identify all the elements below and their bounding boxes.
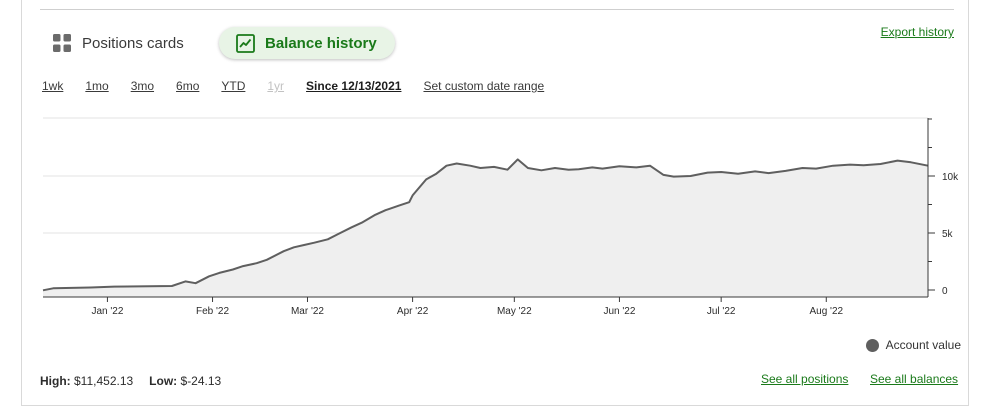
y-axis-ticks: 0 5k 10k <box>928 118 959 297</box>
top-divider <box>40 9 954 10</box>
range-1yr: 1yr <box>267 79 285 93</box>
x-axis-ticks: Jan '22 Feb '22 Mar '22 Apr '22 May '22 Jun '… <box>91 297 844 317</box>
x-tick-label: Jul '22 <box>707 306 736 317</box>
x-tick-label: Apr '22 <box>397 306 429 317</box>
range-1mo[interactable]: 1mo <box>85 79 109 93</box>
low-stat: Low: $-24.13 <box>149 374 222 388</box>
x-tick-label: May '22 <box>497 306 532 317</box>
grid-icon <box>53 34 71 52</box>
y-tick-label: 10k <box>942 172 959 183</box>
range-3mo[interactable]: 3mo <box>130 79 155 93</box>
custom-date-range-link[interactable]: Set custom date range <box>423 79 545 93</box>
tab-positions-cards[interactable]: Positions cards <box>52 28 184 58</box>
range-1wk[interactable]: 1wk <box>42 79 64 93</box>
account-value-area <box>43 159 928 297</box>
tab-balance-history[interactable]: Balance history <box>219 27 395 59</box>
export-history-link[interactable]: Export history <box>880 25 954 39</box>
see-all-balances-link[interactable]: See all balances <box>870 372 959 386</box>
x-tick-label: Jun '22 <box>603 306 635 317</box>
x-tick-label: Mar '22 <box>291 306 324 317</box>
range-since-start[interactable]: Since 12/13/2021 <box>306 79 402 93</box>
tab-positions-label: Positions cards <box>82 34 184 52</box>
y-tick-label: 0 <box>942 286 948 297</box>
line-chart-icon <box>236 33 255 53</box>
account-value-line <box>42 158 929 292</box>
date-range-selector: 1wk 1mo 3mo 6mo YTD 1yr Since 12/13/2021… <box>42 79 544 93</box>
x-tick-label: Aug '22 <box>809 306 843 317</box>
high-stat: High: $11,452.13 <box>40 374 134 388</box>
legend-label: Account value <box>885 338 961 352</box>
balance-panel <box>21 0 969 406</box>
chart-legend: Account value <box>865 338 961 352</box>
legend-marker <box>865 338 879 352</box>
tab-balance-label: Balance history <box>265 34 377 52</box>
x-tick-label: Feb '22 <box>196 306 229 317</box>
range-6mo[interactable]: 6mo <box>176 79 200 93</box>
balance-chart[interactable]: 0 5k 10k Jan '22 Feb '22 Mar '22 Apr '22 May '… <box>0 0 987 330</box>
x-tick-label: Jan '22 <box>91 306 123 317</box>
y-tick-label: 5k <box>942 229 954 240</box>
range-ytd[interactable]: YTD <box>221 79 246 93</box>
value-stats: High: $11,452.13 Low: $-24.13 <box>40 374 221 388</box>
see-all-positions-link[interactable]: See all positions <box>761 372 849 386</box>
